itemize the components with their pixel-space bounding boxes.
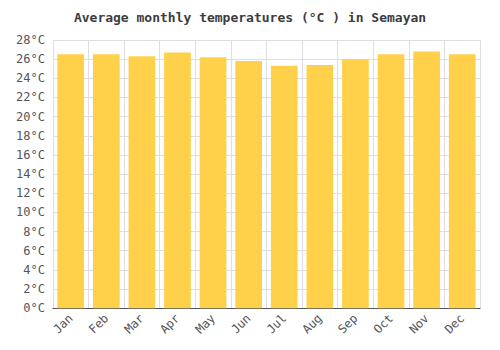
svg-text:Aug: Aug [300, 311, 325, 336]
svg-text:Jul: Jul [264, 311, 289, 336]
svg-text:6°C: 6°C [23, 244, 45, 258]
svg-text:Jun: Jun [228, 311, 253, 336]
svg-text:Mar: Mar [122, 311, 147, 336]
svg-text:26°C: 26°C [16, 52, 45, 66]
svg-text:Feb: Feb [86, 311, 111, 336]
svg-text:Dec: Dec [442, 311, 467, 336]
svg-text:Oct: Oct [371, 311, 396, 336]
svg-text:Apr: Apr [157, 311, 182, 336]
svg-text:2°C: 2°C [23, 282, 45, 296]
svg-text:Nov: Nov [406, 311, 431, 336]
svg-text:12°C: 12°C [16, 186, 45, 200]
svg-text:16°C: 16°C [16, 148, 45, 162]
svg-text:18°C: 18°C [16, 129, 45, 143]
svg-text:22°C: 22°C [16, 90, 45, 104]
svg-text:10°C: 10°C [16, 205, 45, 219]
svg-text:20°C: 20°C [16, 110, 45, 124]
svg-text:Jan: Jan [50, 311, 75, 336]
svg-text:Sep: Sep [335, 311, 360, 336]
svg-text:24°C: 24°C [16, 71, 45, 85]
svg-text:0°C: 0°C [23, 301, 45, 315]
svg-text:14°C: 14°C [16, 167, 45, 181]
svg-text:4°C: 4°C [23, 263, 45, 277]
svg-text:8°C: 8°C [23, 225, 45, 239]
svg-text:May: May [193, 311, 218, 336]
svg-text:28°C: 28°C [16, 33, 45, 47]
svg-text:Average monthly temperatures (: Average monthly temperatures (°C ) in Se… [74, 10, 426, 25]
